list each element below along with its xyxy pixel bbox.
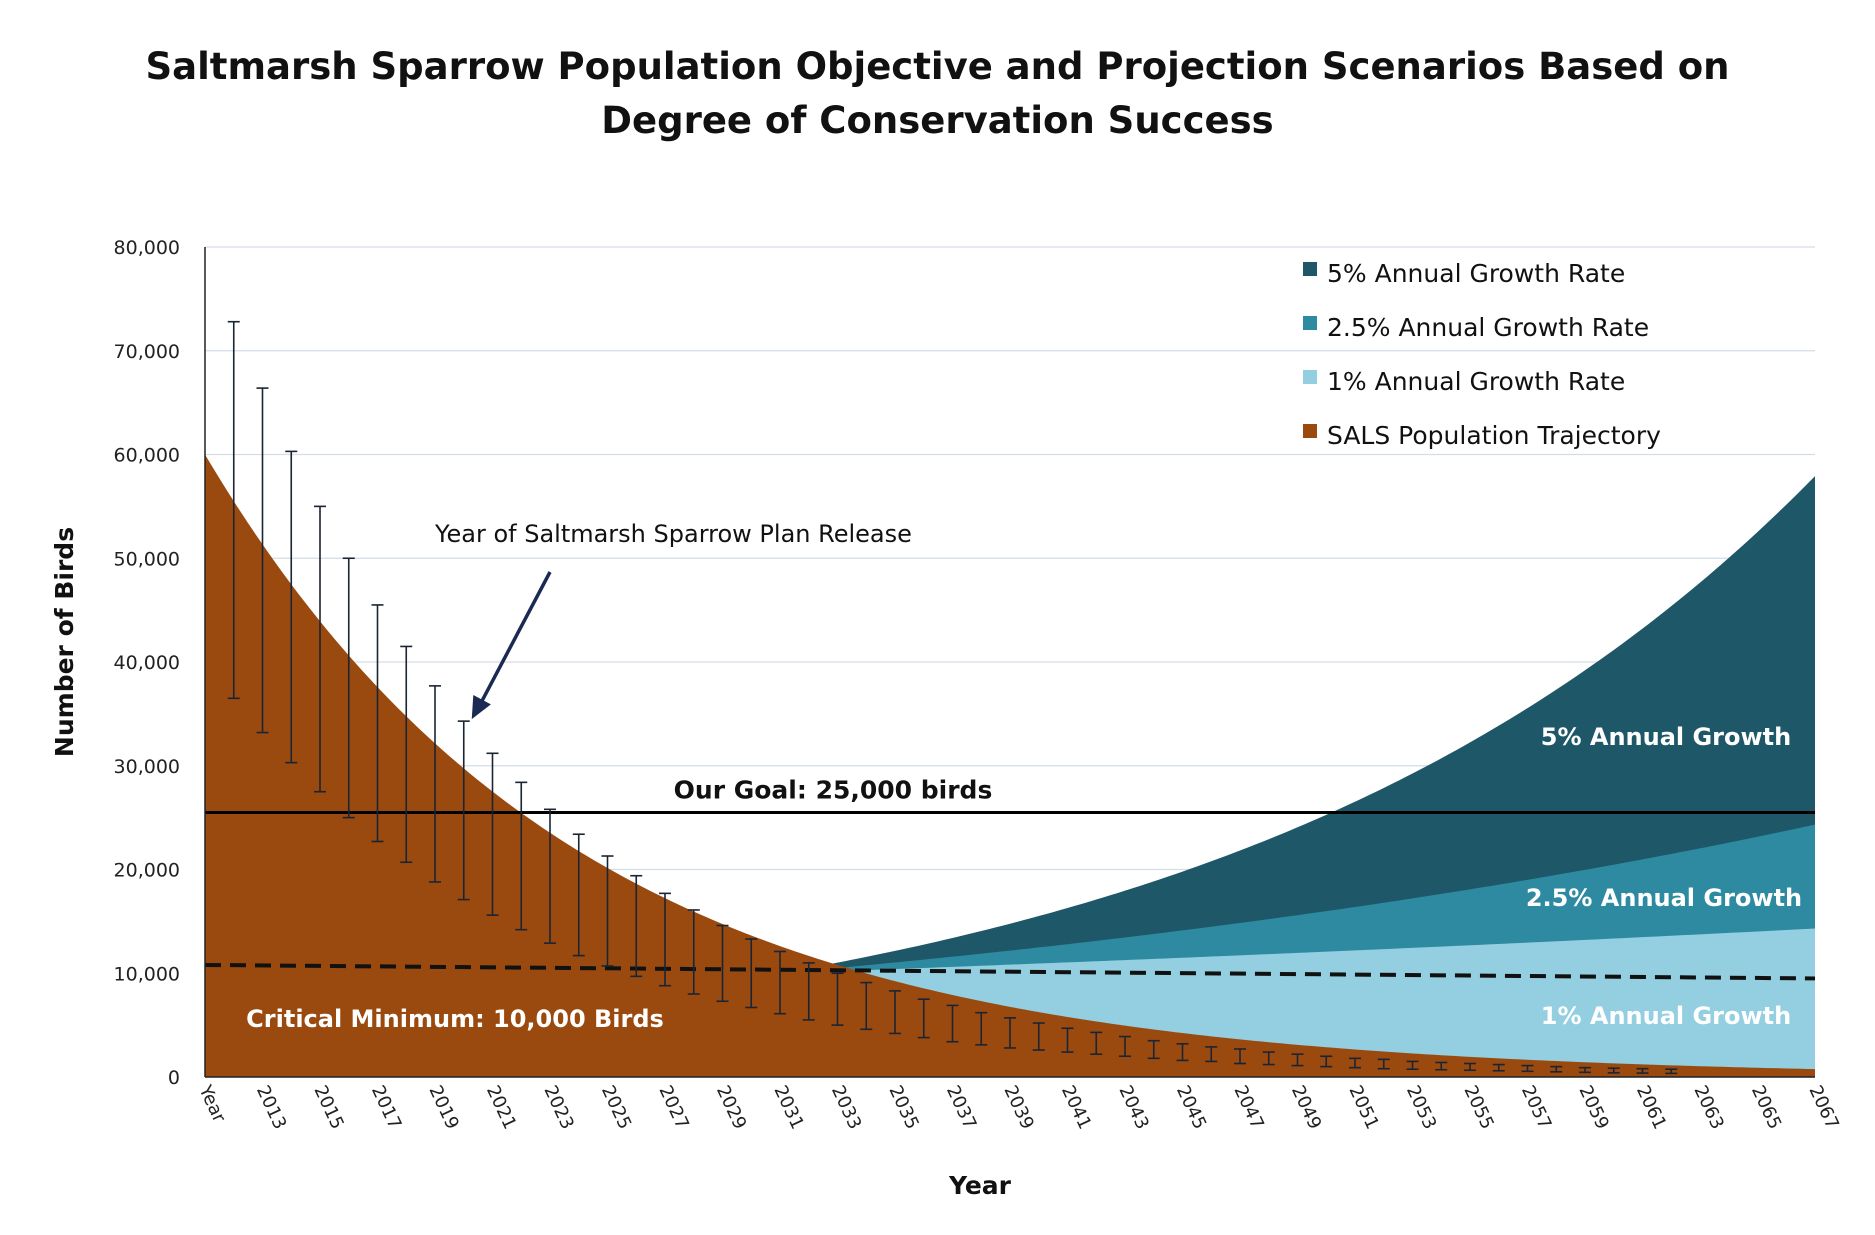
y-axis-title: Number of Birds: [50, 527, 79, 757]
error-bars: [227, 320, 1678, 1075]
chart-title-line-2: Degree of Conservation Success: [601, 99, 1274, 142]
x-tick-label: 2023: [539, 1082, 577, 1132]
x-tick-label: 2061: [1632, 1082, 1670, 1132]
x-tick-label: 2013: [252, 1082, 290, 1132]
legend: 5% Annual Growth Rate 2.5% Annual Growth …: [1303, 259, 1661, 450]
x-tick-label: 2043: [1114, 1082, 1152, 1132]
legend-swatch-3: [1303, 424, 1317, 438]
x-tick-label: 2019: [424, 1082, 462, 1132]
plan-release-arrowhead: [471, 695, 491, 720]
y-tick-label: 30,000: [114, 756, 180, 778]
y-tick-label: 20,000: [114, 860, 180, 882]
x-tick-label: Year: [194, 1081, 230, 1126]
legend-swatch-1: [1303, 316, 1317, 330]
critical-minimum-label: Critical Minimum: 10,000 Birds: [246, 1005, 664, 1033]
x-tick-label: 2035: [884, 1082, 922, 1132]
projection-label-0: 5% Annual Growth: [1541, 723, 1791, 751]
x-tick-label: 2049: [1287, 1082, 1325, 1132]
x-tick-label: 2051: [1344, 1082, 1382, 1132]
legend-label-0: 5% Annual Growth Rate: [1327, 259, 1625, 288]
x-tick-label: 2037: [942, 1082, 980, 1132]
y-tick-label: 40,000: [114, 652, 180, 674]
chart-reference-lines: [204, 810, 1816, 981]
x-tick-label: 2067: [1804, 1082, 1842, 1132]
plan-release-annotation: Year of Saltmarsh Sparrow Plan Release: [434, 520, 912, 548]
chart-title-line-1: Saltmarsh Sparrow Population Objective a…: [145, 45, 1730, 88]
x-tick-label: 2053: [1402, 1082, 1440, 1132]
x-tick-label: 2055: [1459, 1082, 1497, 1132]
x-tick-label: 2031: [769, 1082, 807, 1132]
x-tick-label: 2045: [1172, 1082, 1210, 1132]
critical-minimum-line: [204, 962, 1816, 981]
x-axis-title: Year: [948, 1171, 1012, 1200]
legend-label-3: SALS Population Trajectory: [1327, 421, 1661, 450]
legend-swatch-2: [1303, 370, 1317, 384]
y-tick-label: 80,000: [114, 237, 180, 259]
x-tick-label: 2025: [597, 1082, 635, 1132]
plan-release-arrow: [478, 571, 552, 706]
x-tick-label: 2017: [367, 1082, 405, 1132]
x-tick-label: 2027: [654, 1082, 692, 1132]
x-tick-label: 2065: [1747, 1082, 1785, 1132]
x-tick-label: 2029: [712, 1082, 750, 1132]
projection-label-1: 2.5% Annual Growth: [1526, 884, 1802, 912]
legend-label-1: 2.5% Annual Growth Rate: [1327, 313, 1649, 342]
x-tick-label: 2041: [1057, 1082, 1095, 1132]
goal-label: Our Goal: 25,000 birds: [674, 775, 993, 804]
y-tick-label: 0: [168, 1067, 180, 1089]
x-tick-label: 2039: [999, 1082, 1037, 1132]
gridlines: [205, 246, 1815, 974]
legend-swatch-0: [1303, 262, 1317, 276]
y-tick-label: 60,000: [114, 445, 180, 467]
y-tick-label: 50,000: [114, 548, 180, 570]
x-tick-label: 2015: [309, 1082, 347, 1132]
x-tick-label: 2063: [1689, 1082, 1727, 1132]
legend-label-2: 1% Annual Growth Rate: [1327, 367, 1625, 396]
y-tick-label: 10,000: [114, 963, 180, 985]
x-tick-label: 2021: [482, 1082, 520, 1132]
x-tick-label: 2047: [1229, 1082, 1267, 1132]
x-tick-label: 2033: [827, 1082, 865, 1132]
y-tick-label: 70,000: [114, 341, 180, 363]
x-tick-label: 2057: [1517, 1082, 1555, 1132]
chart-labels: Our Goal: 25,000 birds Critical Minimum: …: [246, 520, 1802, 1033]
projection-label-2: 1% Annual Growth: [1541, 1002, 1791, 1030]
chart-title: Saltmarsh Sparrow Population Objective a…: [0, 40, 1875, 148]
x-tick-label: 2059: [1574, 1082, 1612, 1132]
